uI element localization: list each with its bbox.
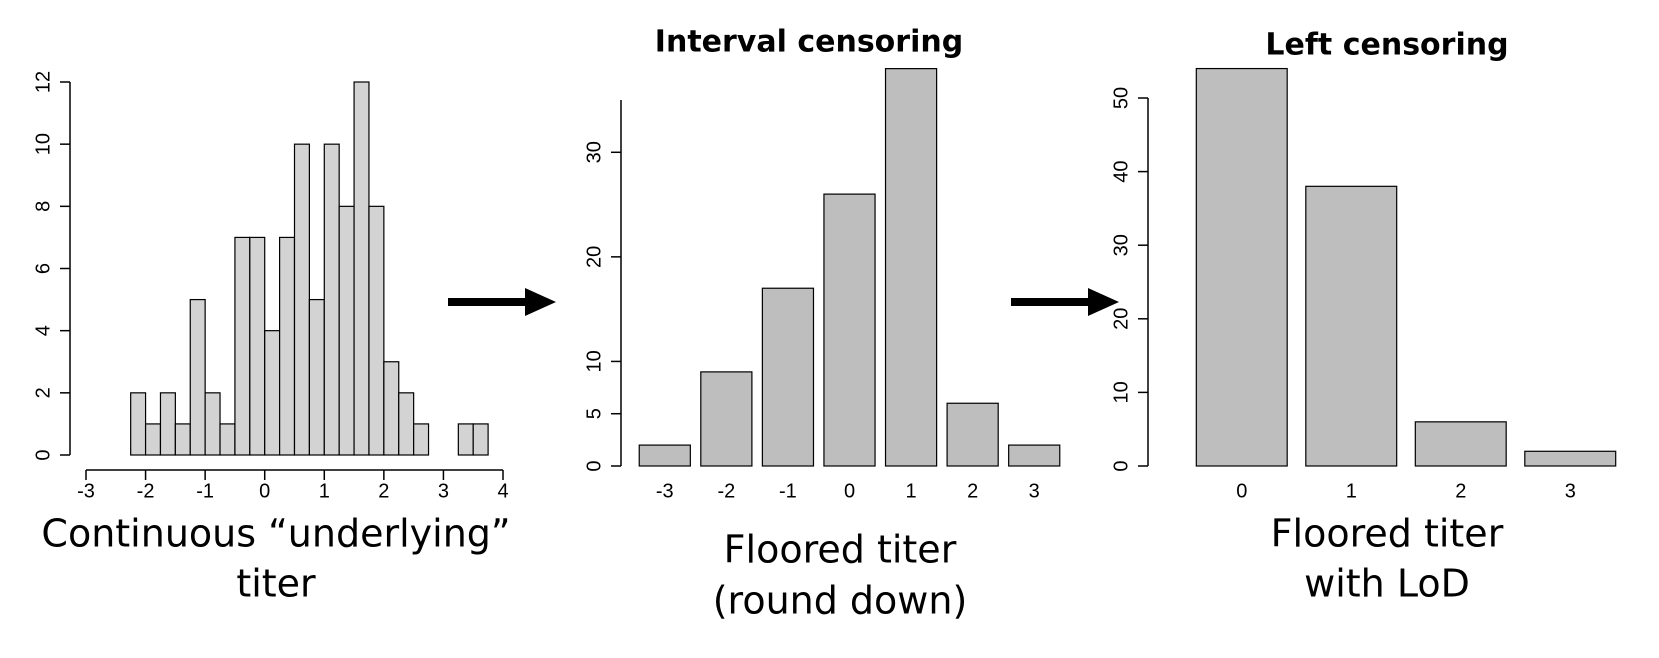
bar (189, 298, 206, 456)
bar (413, 423, 430, 456)
x-tick-label: 2 (1455, 480, 1466, 502)
y-tick-label: 10 (583, 350, 605, 372)
x-tick-label: 3 (1565, 480, 1576, 502)
x-tick-label: -1 (779, 480, 797, 502)
bar (353, 81, 370, 456)
bar (219, 423, 236, 456)
y-tick-label: 30 (583, 141, 605, 163)
x-axis-label: with LoD (1304, 562, 1470, 606)
bar (383, 361, 400, 456)
y-tick-label: 6 (32, 263, 54, 274)
bar (700, 371, 753, 467)
bar (472, 423, 489, 456)
y-tick-label: 30 (1110, 234, 1132, 256)
bar (823, 193, 876, 467)
bar (144, 423, 162, 456)
bar (308, 298, 325, 456)
x-tick-label: -2 (717, 480, 735, 502)
bar (1305, 185, 1398, 467)
bar (174, 423, 191, 456)
bar (368, 205, 385, 456)
bar (1195, 67, 1288, 467)
y-tick-label: 4 (32, 325, 54, 336)
x-tick-label: 2 (967, 480, 978, 502)
y-tick-label: 8 (32, 201, 54, 212)
x-tick-label: 1 (1346, 480, 1357, 502)
x-axis-label: Continuous “underlying” (41, 512, 510, 556)
y-tick-label: 10 (1110, 381, 1132, 403)
arrow (1011, 288, 1119, 316)
chart-title: Interval censoring (655, 25, 963, 60)
x-tick-label: 2 (378, 480, 389, 502)
x-tick-label: 1 (906, 480, 917, 502)
bar (264, 330, 281, 456)
bar (159, 392, 176, 456)
bar (638, 444, 691, 467)
x-tick-label: -3 (656, 480, 674, 502)
x-tick-label: 0 (1236, 480, 1247, 502)
bar (884, 68, 938, 467)
arrow (448, 288, 556, 316)
chart-title: Left censoring (1265, 28, 1508, 63)
x-tick-label: 0 (844, 480, 855, 502)
x-tick-label: -3 (77, 480, 95, 502)
bar (1524, 450, 1617, 467)
bar (279, 236, 296, 456)
bar (946, 402, 999, 467)
y-tick-label: 10 (32, 133, 54, 155)
x-tick-label: -2 (137, 480, 155, 502)
bar (293, 143, 310, 456)
x-tick-label: 3 (438, 480, 449, 502)
y-tick-label: 2 (32, 387, 54, 398)
y-tick-label: 40 (1110, 160, 1132, 182)
x-axis-label: Floored titer (1271, 512, 1504, 556)
bar (234, 236, 251, 456)
bar (1414, 421, 1507, 467)
bar (1008, 444, 1061, 467)
x-tick-label: 0 (259, 480, 270, 502)
bar (323, 143, 340, 456)
x-axis-label: (round down) (713, 579, 968, 623)
y-tick-label: 0 (1110, 460, 1132, 471)
x-axis-label: titer (236, 562, 316, 606)
x-axis-label: Floored titer (724, 528, 957, 572)
bar (761, 287, 815, 467)
bar (130, 392, 147, 456)
x-tick-label: 3 (1029, 480, 1040, 502)
bar (249, 236, 266, 456)
y-tick-label: 0 (583, 460, 605, 471)
bar (457, 423, 474, 456)
y-tick-label: 50 (1110, 87, 1132, 109)
bar (338, 205, 355, 456)
x-tick-label: 4 (497, 480, 508, 502)
x-tick-label: 1 (319, 480, 330, 502)
y-tick-label: 20 (1110, 308, 1132, 330)
y-tick-label: 12 (32, 71, 54, 93)
y-tick-label: 0 (32, 449, 54, 460)
y-tick-label: 20 (583, 246, 605, 268)
bar (204, 392, 221, 456)
bar (398, 392, 415, 456)
y-tick-label: 5 (583, 408, 605, 419)
x-tick-label: -1 (196, 480, 214, 502)
